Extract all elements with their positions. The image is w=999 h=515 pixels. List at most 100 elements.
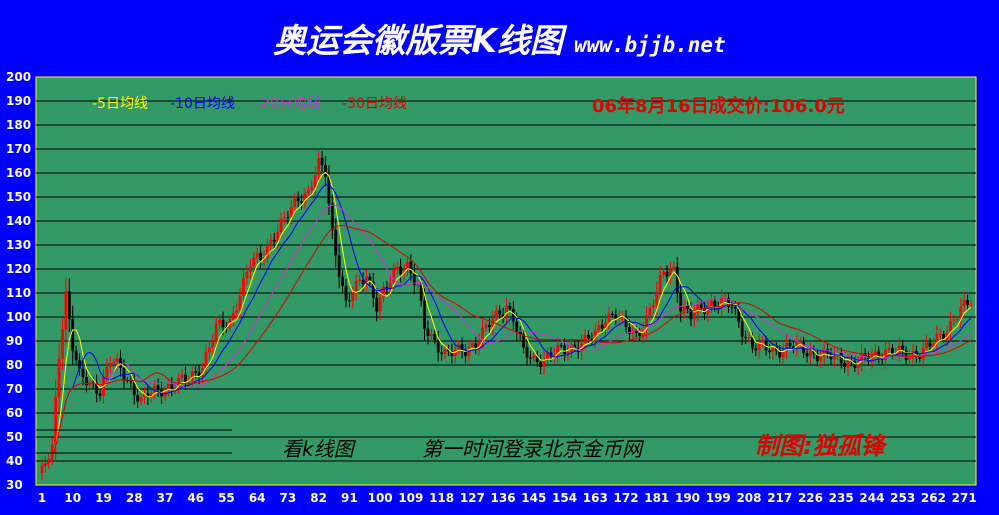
x-tick-label: 118 (429, 491, 454, 505)
candle-body (501, 314, 505, 317)
candle-body (966, 299, 969, 305)
x-tick-label: 10 (64, 491, 81, 505)
candle-body (231, 312, 235, 320)
candle-body (317, 157, 321, 176)
candle-body (286, 217, 290, 219)
candle-body (542, 359, 546, 367)
x-tick-label: 109 (398, 491, 423, 505)
candle-body (419, 284, 423, 301)
candle-body (945, 332, 949, 340)
candle-body (395, 266, 399, 270)
candle-body (716, 307, 720, 309)
candle-body (809, 350, 812, 357)
candle-body (914, 351, 918, 358)
candle-body (740, 321, 744, 337)
candle-body (378, 297, 382, 312)
candle-body (320, 157, 324, 166)
candle-body (67, 291, 71, 320)
candle-body (645, 315, 648, 330)
candle-body (955, 319, 959, 321)
candle-body (856, 362, 860, 368)
candle-body (354, 280, 358, 295)
y-tick-label: 160 (6, 166, 31, 180)
candle-body (768, 350, 771, 353)
candle-body (751, 337, 754, 349)
candle-body (891, 348, 894, 356)
candle-body (781, 351, 785, 358)
candle-body (392, 269, 396, 283)
candle-body (952, 319, 956, 321)
x-tick-label: 262 (921, 491, 946, 505)
candle-body (682, 305, 686, 312)
candle-body (433, 334, 437, 340)
candle-body (761, 341, 765, 343)
candle-body (730, 307, 734, 309)
candle-body (334, 229, 338, 256)
candle-body (436, 339, 440, 353)
x-tick-label: 235 (829, 491, 854, 505)
candle-body (566, 351, 570, 355)
y-tick-label: 200 (6, 70, 31, 84)
candle-body (450, 351, 454, 356)
candle-body (628, 327, 631, 334)
candle-body (785, 342, 788, 352)
candle-body (385, 286, 389, 289)
plot-background (35, 76, 977, 486)
candle-body (303, 193, 307, 204)
candle-body (289, 206, 293, 218)
candle-body (238, 295, 242, 311)
candle-body (358, 279, 362, 281)
candle-body (293, 198, 297, 207)
candle-body (600, 324, 604, 329)
candle-body (40, 465, 44, 474)
candle-body (371, 282, 375, 298)
candle-body (795, 342, 799, 349)
candle-body (757, 342, 761, 351)
candle-body (696, 304, 700, 314)
candle-body (727, 298, 730, 308)
x-tick-label: 163 (583, 491, 608, 505)
candle-body (710, 300, 713, 307)
candle-body (737, 308, 741, 322)
candle-body (733, 307, 737, 309)
candle-body (754, 348, 758, 351)
candle-body (163, 390, 167, 397)
candle-body (50, 444, 54, 459)
candle-body (54, 396, 58, 445)
candle-body (723, 298, 727, 300)
candle-body (426, 328, 430, 337)
candle-body (938, 334, 942, 336)
candle-body (928, 342, 932, 347)
x-tick-label: 73 (280, 491, 297, 505)
y-tick-label: 60 (6, 406, 23, 420)
candle-body (180, 374, 184, 379)
candle-body (587, 335, 590, 339)
candle-body (778, 350, 782, 358)
x-tick-label: 145 (521, 491, 546, 505)
y-tick-label: 180 (6, 118, 31, 132)
candle-body (597, 324, 601, 331)
chart-title: 奥运会徽版票K线图 (273, 21, 563, 60)
candle-body (136, 395, 140, 402)
candle-body (313, 175, 317, 188)
candle-body (559, 345, 563, 347)
candle-body (214, 323, 218, 341)
x-tick-label: 271 (952, 491, 977, 505)
legend-ma10: -10日均线 (170, 96, 235, 112)
candle-body (494, 310, 498, 319)
x-tick-label: 217 (767, 491, 792, 505)
candle-body (870, 355, 874, 362)
ma5-line (41, 171, 972, 467)
candle-body (85, 377, 88, 386)
candle-body (539, 361, 543, 367)
candle-body (686, 305, 689, 310)
legend-ma5: -5日均线 (92, 96, 148, 112)
candle-body (184, 374, 187, 382)
candle-body (310, 187, 314, 190)
candle-body (498, 310, 502, 315)
candle-body (279, 218, 283, 233)
candle-body (327, 176, 331, 204)
candle-body (129, 380, 133, 383)
candle-body (300, 201, 303, 204)
